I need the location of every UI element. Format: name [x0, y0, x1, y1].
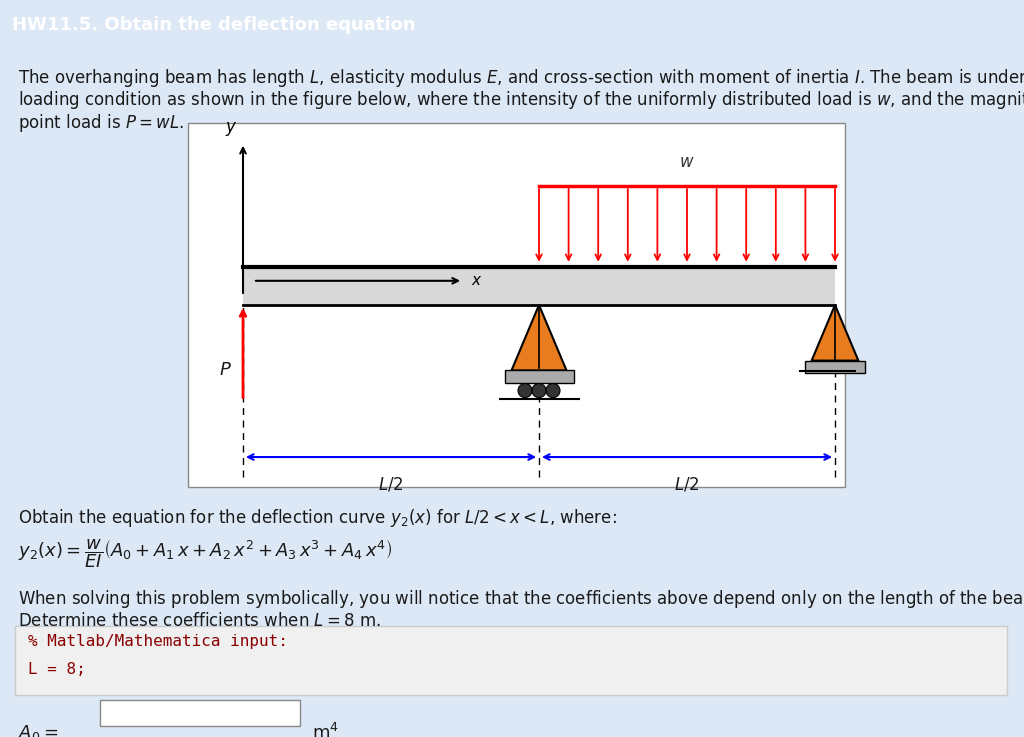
Circle shape [518, 383, 532, 398]
Text: Obtain the equation for the deflection curve $y_2(x)$ for $L/2 < x < L$, where:: Obtain the equation for the deflection c… [18, 507, 616, 529]
Text: point load is $P = wL$.: point load is $P = wL$. [18, 111, 184, 133]
Text: $L/2$: $L/2$ [675, 475, 699, 493]
Bar [100, 699, 300, 726]
Polygon shape [812, 305, 858, 360]
Text: % Matlab/Mathematica input:: % Matlab/Mathematica input: [28, 635, 288, 649]
Text: $A_0 =$: $A_0 =$ [18, 723, 58, 737]
Text: $w$: $w$ [679, 153, 695, 171]
Text: The overhanging beam has length $L$, elasticity modulus $E$, and cross-section w: The overhanging beam has length $L$, ela… [18, 67, 1024, 89]
Text: $x$: $x$ [471, 273, 482, 288]
Text: $y_2(x) = \dfrac{w}{EI}\left(A_0 + A_1\, x + A_2\, x^2 + A_3\, x^3 + A_4\, x^4\r: $y_2(x) = \dfrac{w}{EI}\left(A_0 + A_1\,… [18, 537, 392, 570]
Polygon shape [512, 305, 566, 371]
Text: loading condition as shown in the figure below, where the intensity of the unifo: loading condition as shown in the figure… [18, 89, 1024, 111]
Bar [505, 371, 573, 383]
Text: $L/2$: $L/2$ [379, 475, 403, 493]
Text: HW11.5. Obtain the deflection equation: HW11.5. Obtain the deflection equation [12, 15, 416, 33]
Bar [243, 267, 835, 305]
Text: When solving this problem symbolically, you will notice that the coefficients ab: When solving this problem symbolically, … [18, 588, 1024, 610]
Bar [15, 626, 1007, 695]
Bar [805, 360, 865, 373]
Text: $P$: $P$ [218, 361, 231, 380]
Text: Determine these coefficients when $L = 8$ m.: Determine these coefficients when $L = 8… [18, 612, 381, 630]
Text: L = 8;: L = 8; [28, 663, 86, 677]
Circle shape [532, 383, 546, 398]
Bar [188, 122, 845, 487]
Circle shape [546, 383, 560, 398]
Text: $y$: $y$ [225, 120, 238, 138]
Text: m$^4$: m$^4$ [312, 723, 339, 737]
